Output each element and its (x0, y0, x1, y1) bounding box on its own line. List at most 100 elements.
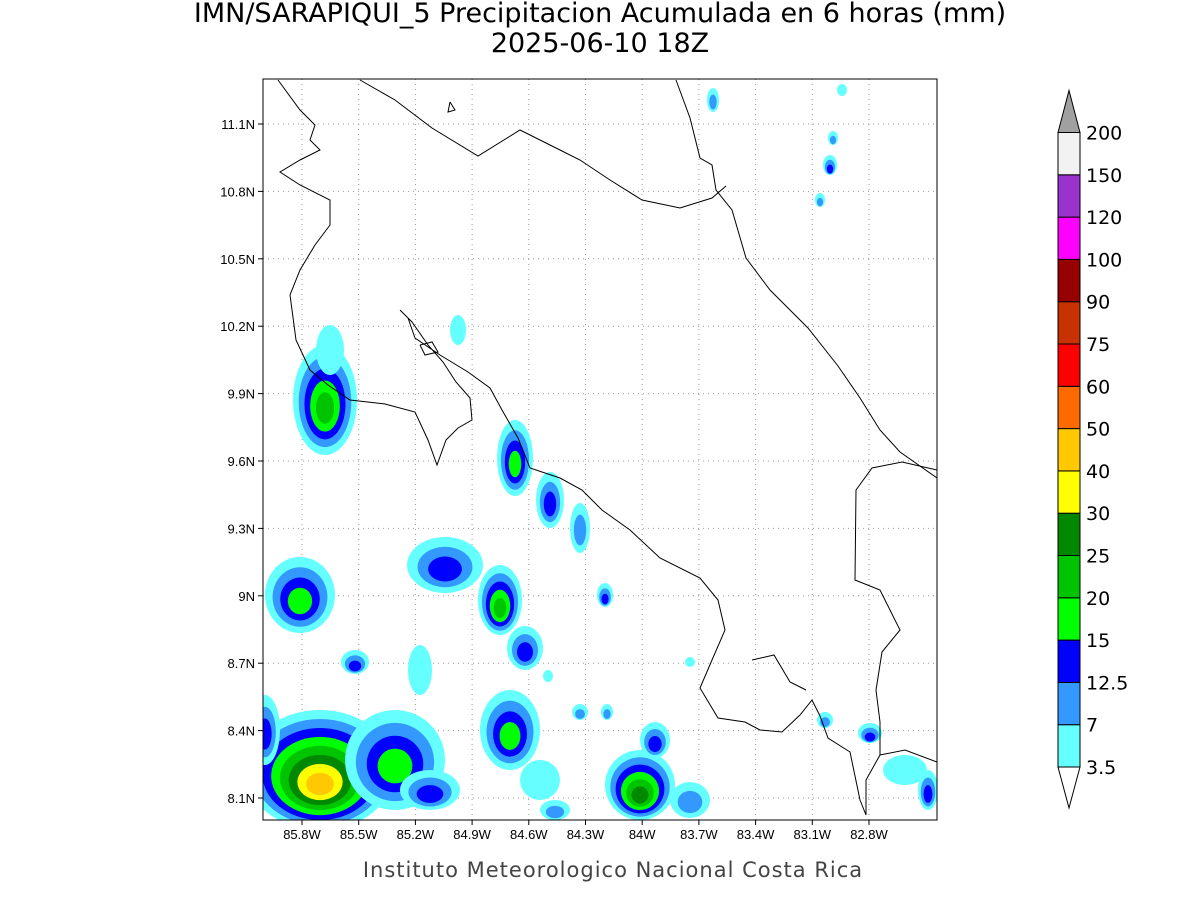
precip-contour (601, 593, 609, 605)
colorbar-label: 200 (1086, 123, 1122, 145)
colorbar-label: 100 (1086, 249, 1122, 271)
lat-label: 10.5N (220, 252, 255, 267)
axis-labels: 85.8W 85.5W 85.2W 84.9W 84.6W 84.3W 84W 83.7W 83… (220, 117, 888, 842)
precip-contour (428, 556, 462, 582)
colorbar-label: 75 (1086, 334, 1110, 356)
precip-contour (545, 805, 565, 819)
precip-contour (543, 491, 557, 517)
precip-contour (820, 717, 830, 727)
colorbar-box (1057, 343, 1081, 387)
colorbar-box (1057, 724, 1081, 768)
precip-contour (685, 657, 695, 667)
colorbar-box (1057, 681, 1081, 726)
lon-label: 84.6W (510, 827, 548, 842)
colorbar-box (1057, 385, 1081, 430)
colorbar-box (1057, 258, 1081, 303)
lat-label: 9.9N (228, 387, 255, 402)
colorbar-label: 40 (1086, 461, 1110, 483)
precip-contour (287, 587, 313, 615)
colorbar-label: 90 (1086, 292, 1110, 314)
lat-label: 10.8N (220, 184, 255, 199)
title: IMN/SARAPIQUI_5 Precipitacion Acumulada … (194, 0, 1006, 29)
coastline (675, 79, 937, 479)
lon-label: 84.3W (567, 827, 605, 842)
precip-contour (315, 392, 335, 424)
lon-label: 85.5W (340, 827, 378, 842)
colorbar-label: 150 (1086, 165, 1122, 187)
precip-contour (829, 135, 837, 145)
precip-contour (408, 645, 432, 695)
precip-contour (517, 642, 533, 662)
lat-label: 9.3N (228, 521, 255, 536)
lat-label: 9N (238, 589, 255, 604)
colorbar-box (1057, 597, 1081, 641)
coastline (419, 341, 439, 356)
colorbar-box (1057, 428, 1081, 472)
plot-frame (262, 78, 938, 821)
precip-field (263, 84, 937, 820)
precip-contour (923, 785, 933, 803)
lat-label: 8.7N (228, 656, 255, 671)
precip-contour (864, 732, 876, 742)
border (854, 461, 937, 755)
precip-contour (648, 736, 662, 752)
lon-label: 85.8W (283, 827, 321, 842)
colorbar-label: 50 (1086, 419, 1110, 441)
precip-contour (677, 790, 703, 814)
precip-contour (603, 709, 611, 719)
precip-contour (499, 722, 521, 750)
coastline (751, 654, 807, 691)
border (359, 79, 727, 209)
lon-label: 83.7W (680, 827, 718, 842)
colorbar-label: 3.5 (1086, 757, 1116, 779)
colorbar-box (1057, 639, 1081, 683)
lon-label: 82.8W (850, 827, 888, 842)
lat-label: 10.2N (220, 319, 255, 334)
colorbar-box (1057, 470, 1081, 514)
colorbar-box (1057, 301, 1081, 345)
precip-contour (450, 315, 466, 345)
precip-contour (520, 760, 560, 800)
precip-contour (493, 598, 507, 618)
precip-contour (826, 164, 834, 174)
colorbar-over (1057, 88, 1081, 133)
lon-label: 84.9W (453, 827, 491, 842)
footer-credit: Instituto Meteorologico Nacional Costa R… (363, 858, 863, 882)
colorbar-label: 12.5 (1086, 672, 1128, 694)
lon-label: 83.4W (737, 827, 775, 842)
lat-label: 8.1N (228, 791, 255, 806)
precip-contour (508, 450, 522, 478)
precip-contour (816, 197, 824, 207)
colorbar-label: 20 (1086, 588, 1110, 610)
lat-label: 8.4N (228, 724, 255, 739)
grid (263, 79, 937, 820)
precip-contour (837, 84, 847, 96)
colorbar-box (1057, 216, 1081, 260)
lon-label: 84W (629, 827, 656, 842)
precip-contour (416, 785, 444, 803)
colorbar-label: 60 (1086, 376, 1110, 398)
precip-contour (575, 709, 585, 719)
lat-label: 9.6N (228, 454, 255, 469)
colorbar-label: 15 (1086, 630, 1110, 652)
colorbar-label: 7 (1086, 715, 1098, 737)
precip-contour (263, 718, 272, 750)
coastlines (277, 79, 937, 816)
precip-contour (348, 660, 362, 672)
subtitle: 2025-06-10 18Z (491, 28, 709, 59)
colorbar-label: 30 (1086, 503, 1110, 525)
lat-label: 11.1N (221, 117, 255, 132)
coastline (447, 101, 456, 113)
lon-label: 85.2W (397, 827, 435, 842)
precip-contour (883, 755, 927, 785)
precip-contour (543, 670, 553, 682)
precip-contour (306, 772, 334, 796)
precip-contour (573, 514, 587, 546)
precip-contour (316, 325, 344, 375)
precip-contour (709, 94, 717, 110)
colorbar-box (1057, 132, 1081, 176)
colorbar-label: 25 (1086, 546, 1110, 568)
colorbar-box (1057, 174, 1081, 218)
precip-contour (377, 748, 413, 784)
